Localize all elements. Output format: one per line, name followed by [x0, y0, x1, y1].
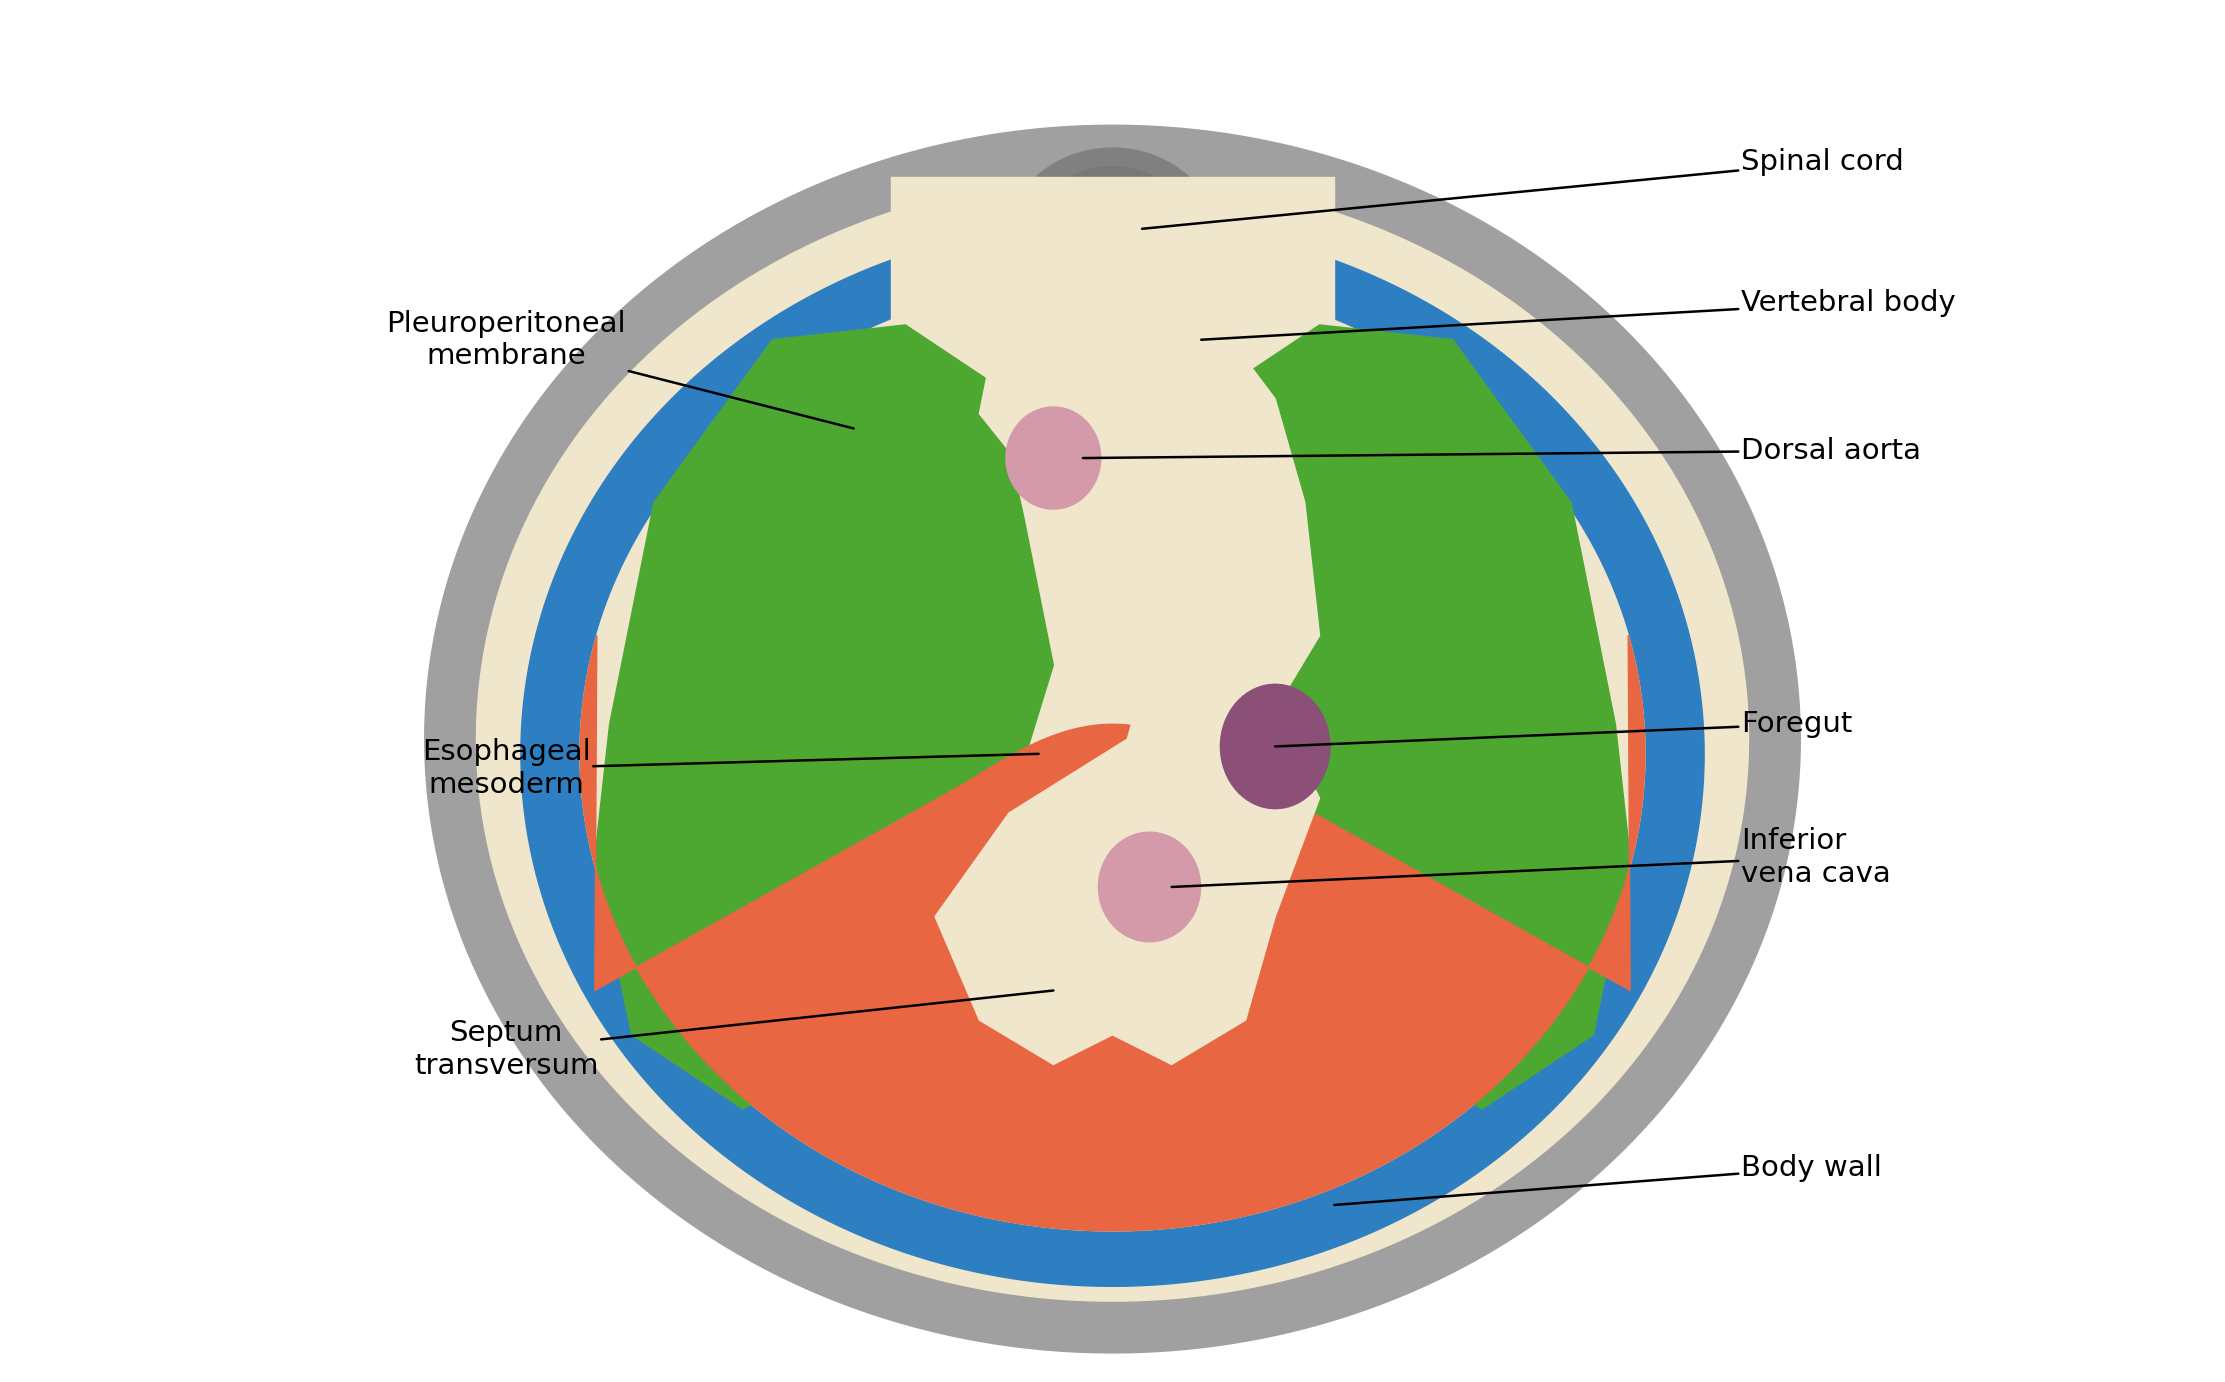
Ellipse shape	[966, 173, 1259, 446]
Ellipse shape	[1097, 832, 1202, 943]
Polygon shape	[581, 636, 1644, 1231]
Text: Esophageal
mesoderm: Esophageal mesoderm	[423, 738, 1039, 799]
Text: Inferior
vena cava: Inferior vena cava	[1173, 828, 1891, 887]
Ellipse shape	[1028, 166, 1197, 321]
Polygon shape	[1141, 296, 1497, 503]
Ellipse shape	[1006, 406, 1101, 510]
Text: Spinal cord: Spinal cord	[1141, 148, 1905, 229]
Text: Septum
transversum: Septum transversum	[414, 991, 1052, 1079]
Polygon shape	[1173, 325, 1631, 1108]
Polygon shape	[581, 276, 1644, 1231]
Polygon shape	[521, 221, 1704, 1287]
Text: Vertebral body: Vertebral body	[1202, 289, 1956, 340]
Polygon shape	[934, 325, 1319, 1064]
Text: Foregut: Foregut	[1275, 710, 1853, 746]
Ellipse shape	[1006, 148, 1219, 340]
Polygon shape	[890, 177, 1335, 451]
Polygon shape	[425, 126, 1800, 1353]
Polygon shape	[728, 296, 1084, 503]
Text: Dorsal aorta: Dorsal aorta	[1084, 437, 1920, 464]
Polygon shape	[476, 177, 1749, 1300]
Text: Pleuroperitoneal
membrane: Pleuroperitoneal membrane	[387, 310, 854, 428]
Ellipse shape	[1219, 684, 1331, 810]
Text: Body wall: Body wall	[1335, 1154, 1882, 1205]
Polygon shape	[594, 325, 1052, 1108]
